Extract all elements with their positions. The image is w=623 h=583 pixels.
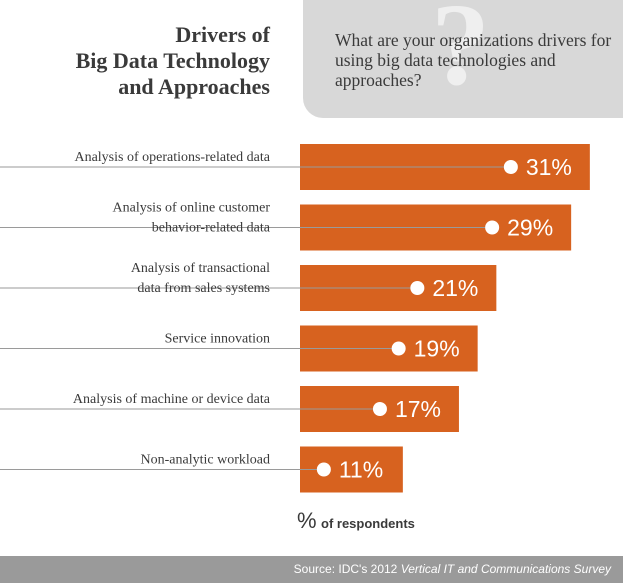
category-label-1-1: behavior-related data: [152, 221, 271, 236]
footer-bar: Source: IDC's 2012 Vertical IT and Commu…: [0, 556, 623, 583]
chart-title: Drivers of Big Data Technology and Appro…: [76, 22, 270, 100]
title-line-1: Drivers of: [175, 22, 270, 47]
title-line-3: and Approaches: [118, 74, 270, 99]
value-label-0: 31%: [526, 154, 572, 180]
survey-question: What are your organizations drivers for …: [335, 30, 612, 90]
value-label-3: 19%: [414, 336, 460, 362]
category-label-2-1: data from sales systems: [137, 281, 270, 296]
value-label-2: 21%: [432, 275, 478, 301]
category-label-0-0: Analysis of operations-related data: [74, 150, 270, 165]
category-label-1-0: Analysis of online customer: [113, 201, 271, 216]
category-label-4-0: Analysis of machine or device data: [73, 392, 271, 407]
leader-dot-2: [410, 281, 425, 295]
axis-note: % of respondents: [297, 508, 415, 534]
leader-dot-1: [485, 220, 500, 235]
percent-symbol: %: [297, 508, 317, 533]
source-survey-name: Vertical IT and Communications Survey: [400, 562, 611, 576]
value-label-5: 11%: [339, 457, 383, 483]
leader-dot-3: [391, 341, 406, 356]
category-label-2-0: Analysis of transactional: [131, 261, 270, 276]
category-label-3-0: Service innovation: [165, 332, 270, 347]
source-prefix: Source: IDC's 2012: [293, 562, 401, 576]
value-label-4: 17%: [395, 396, 441, 422]
leader-dot-5: [316, 462, 331, 477]
category-label-5-0: Non-analytic workload: [141, 453, 270, 468]
value-label-1: 29%: [507, 215, 553, 241]
axis-note-text: of respondents: [321, 516, 415, 531]
bar-chart: 31% Analysis of operations-related data 29…: [0, 144, 590, 493]
title-line-2: Big Data Technology: [75, 48, 270, 73]
question-mark-icon: ?: [431, 0, 490, 110]
question-box: ? What are your organizations drivers fo…: [303, 0, 623, 118]
leader-dot-4: [372, 402, 387, 416]
leader-dot-0: [503, 160, 518, 174]
source-note: Source: IDC's 2012 Vertical IT and Commu…: [294, 562, 611, 576]
